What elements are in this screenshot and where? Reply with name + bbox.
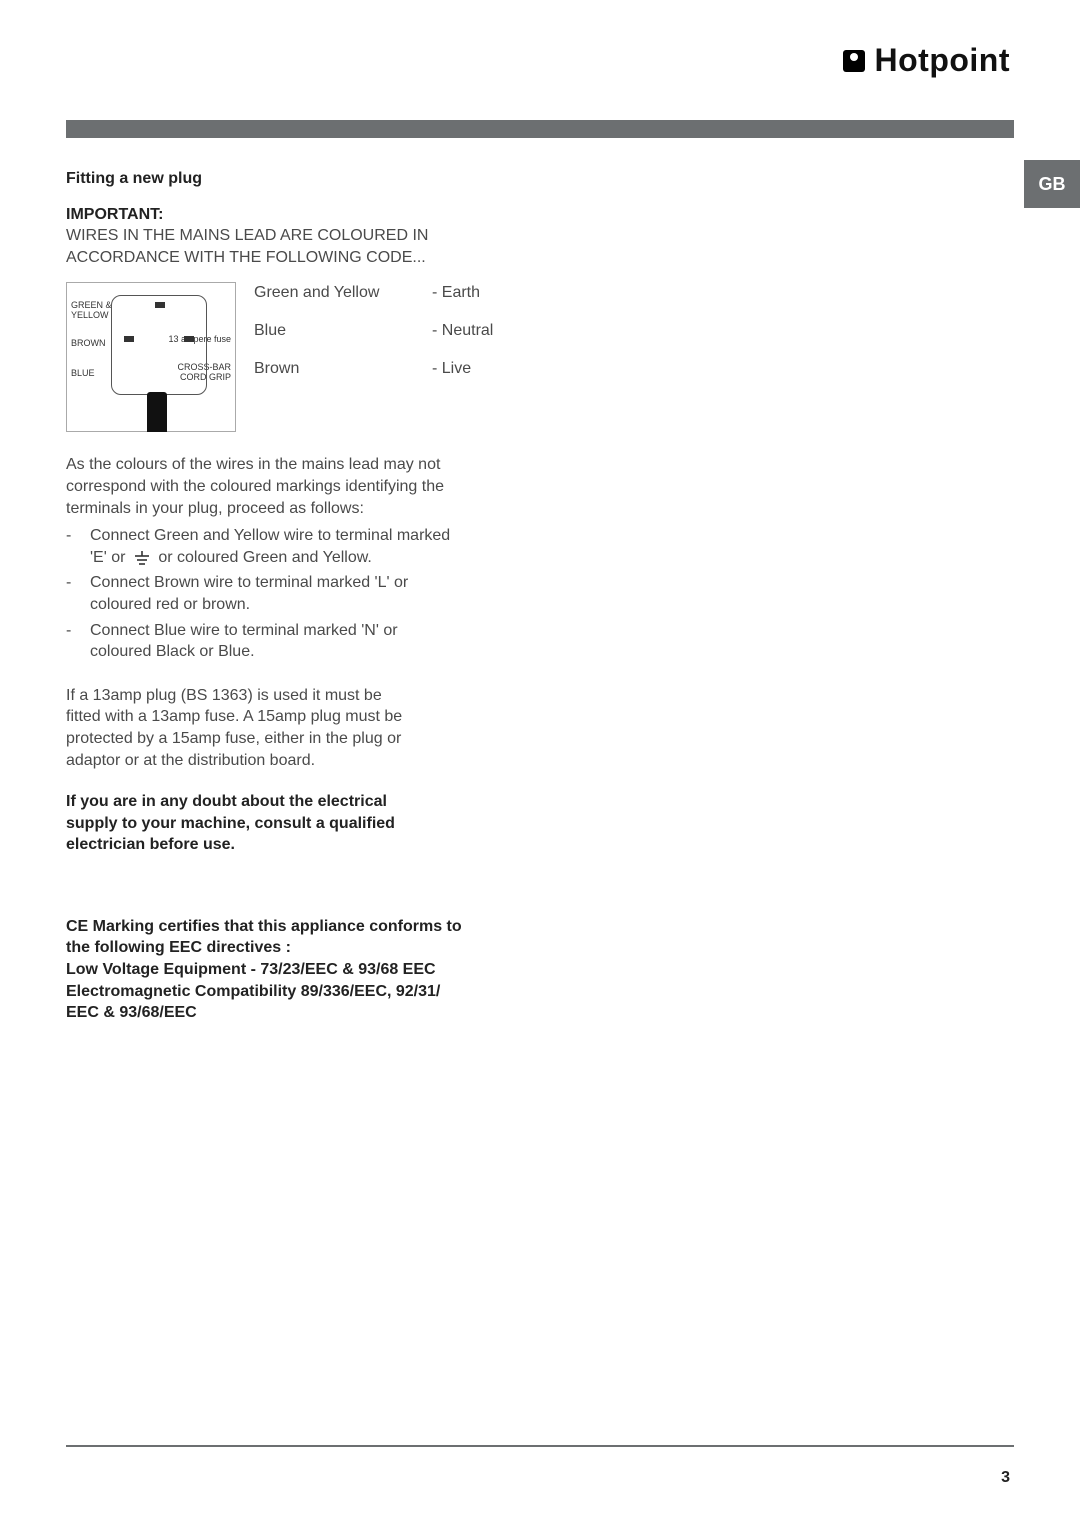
page-number: 3 — [1001, 1469, 1010, 1487]
earth-symbol-icon — [134, 551, 150, 565]
bullet-text: Connect Green and Yellow wire to termina… — [90, 525, 626, 568]
mains-code-line-2: ACCORDANCE WITH THE FOLLOWING CODE... — [66, 247, 626, 269]
important-label: IMPORTANT: — [66, 204, 626, 226]
bullet-item: - Connect Green and Yellow wire to termi… — [66, 525, 626, 568]
diagram-pin-neutral — [184, 336, 194, 342]
plug-diagram: GREEN & YELLOW BROWN BLUE 13 ampere fuse… — [66, 282, 236, 432]
bold-line: supply to your machine, consult a qualif… — [66, 813, 626, 835]
brand-logo: Hotpoint — [843, 42, 1011, 79]
brand-mark-icon — [843, 50, 865, 72]
bullet-line: Connect Brown wire to terminal marked 'L… — [90, 574, 408, 591]
bullet-text: Connect Brown wire to terminal marked 'L… — [90, 572, 626, 615]
bullet-dash: - — [66, 525, 76, 568]
diagram-label-blue: BLUE — [71, 369, 95, 379]
wire-colour-table: Green and Yellow - Earth Blue - Neutral … — [254, 282, 626, 395]
bullet-item: - Connect Brown wire to terminal marked … — [66, 572, 626, 615]
diagram-pin-earth — [155, 302, 165, 308]
wire-row: Brown - Live — [254, 358, 626, 380]
diagram-label-brown: BROWN — [71, 339, 106, 349]
bold-line: If you are in any doubt about the electr… — [66, 791, 626, 813]
wire-key: Blue — [254, 320, 404, 342]
bullet-line-post: or coloured Green and Yellow. — [154, 549, 372, 566]
body-line: If a 13amp plug (BS 1363) is used it mus… — [66, 685, 626, 707]
bullet-line: Connect Green and Yellow wire to termina… — [90, 527, 450, 544]
wire-val: - Earth — [432, 282, 480, 304]
diagram-plug-body — [111, 295, 207, 395]
ce-block: CE Marking certifies that this appliance… — [66, 916, 626, 1024]
bold-line: EEC & 93/68/EEC — [66, 1002, 626, 1024]
content-column: Fitting a new plug IMPORTANT: WIRES IN T… — [66, 168, 626, 1024]
body-line: protected by a 15amp fuse, either in the… — [66, 728, 626, 750]
body-line: As the colours of the wires in the mains… — [66, 454, 626, 476]
mains-code-line-1: WIRES IN THE MAINS LEAD ARE COLOURED IN — [66, 225, 626, 247]
paragraph: As the colours of the wires in the mains… — [66, 454, 626, 519]
wire-val: - Live — [432, 358, 471, 380]
body-line: fitted with a 13amp fuse. A 15amp plug m… — [66, 706, 626, 728]
bold-line: Electromagnetic Compatibility 89/336/EEC… — [66, 981, 626, 1003]
diagram-pin-live — [124, 336, 134, 342]
bold-line: CE Marking certifies that this appliance… — [66, 916, 626, 938]
diagram-label-green-yellow: GREEN & YELLOW — [71, 301, 112, 321]
body-line: terminals in your plug, proceed as follo… — [66, 498, 626, 520]
bold-line: Low Voltage Equipment - 73/23/EEC & 93/6… — [66, 959, 626, 981]
section-heading: Fitting a new plug — [66, 168, 626, 190]
bullet-item: - Connect Blue wire to terminal marked '… — [66, 620, 626, 663]
wire-key: Brown — [254, 358, 404, 380]
bullet-line-pre: 'E' or — [90, 549, 130, 566]
page: Hotpoint GB Fitting a new plug IMPORTANT… — [0, 0, 1080, 1527]
bullet-dash: - — [66, 572, 76, 615]
wire-val: - Neutral — [432, 320, 493, 342]
bullet-line: coloured red or brown. — [90, 596, 250, 613]
bold-line: the following EEC directives : — [66, 937, 626, 959]
bullet-list: - Connect Green and Yellow wire to termi… — [66, 525, 626, 663]
bullet-dash: - — [66, 620, 76, 663]
language-tag-text: GB — [1039, 174, 1066, 195]
body-line: adaptor or at the distribution board. — [66, 750, 626, 772]
brand-name: Hotpoint — [875, 42, 1011, 79]
wire-key: Green and Yellow — [254, 282, 404, 304]
wire-row: Blue - Neutral — [254, 320, 626, 342]
header-rule — [66, 120, 1014, 138]
footer-rule — [66, 1445, 1014, 1447]
bullet-line: Connect Blue wire to terminal marked 'N'… — [90, 622, 398, 639]
language-tag: GB — [1024, 160, 1080, 208]
doubt-block: If you are in any doubt about the electr… — [66, 791, 626, 856]
diagram-cord — [147, 392, 167, 432]
body-line: correspond with the coloured markings id… — [66, 476, 626, 498]
plug-row: GREEN & YELLOW BROWN BLUE 13 ampere fuse… — [66, 282, 626, 432]
bullet-text: Connect Blue wire to terminal marked 'N'… — [90, 620, 626, 663]
bullet-line: coloured Black or Blue. — [90, 643, 255, 660]
paragraph: If a 13amp plug (BS 1363) is used it mus… — [66, 685, 626, 771]
wire-row: Green and Yellow - Earth — [254, 282, 626, 304]
bold-line: electrician before use. — [66, 834, 626, 856]
